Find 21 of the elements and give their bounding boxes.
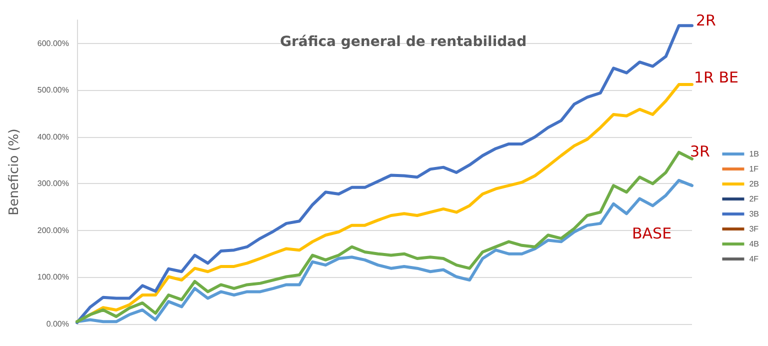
y-tick-label: 0.00% bbox=[46, 320, 69, 328]
y-tick-label: 500.00% bbox=[37, 86, 69, 95]
text: Gráfica general de rentabilidad bbox=[280, 34, 527, 50]
legend-label: 1B bbox=[749, 150, 760, 158]
y-tick-label: 400.00% bbox=[37, 132, 69, 142]
legend-label: 4B bbox=[749, 240, 760, 248]
legend-label: 4F bbox=[749, 254, 759, 264]
annotation: 3R bbox=[690, 142, 710, 160]
legend-label: 3B bbox=[749, 210, 760, 218]
legend-label: 2F bbox=[749, 194, 759, 204]
legend-label: 2B bbox=[749, 180, 760, 188]
annotation: BASE bbox=[632, 224, 672, 242]
y-axis-title: Beneficio (%) bbox=[7, 128, 22, 216]
text: 1R BE bbox=[694, 68, 739, 86]
y-tick-label: 200.00% bbox=[37, 226, 69, 235]
y-tick-label: 300.00% bbox=[37, 179, 69, 188]
legend-label: 3F bbox=[749, 224, 759, 234]
y-tick-label: 600.00% bbox=[37, 38, 69, 48]
y-tick-label: 100.00% bbox=[37, 272, 69, 282]
text: 2R bbox=[696, 12, 716, 30]
legend-label: 1F bbox=[749, 164, 759, 174]
